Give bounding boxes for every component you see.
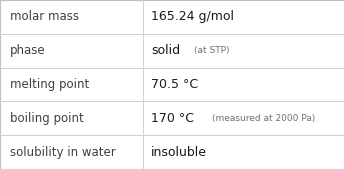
Text: 165.24 g/mol: 165.24 g/mol	[151, 10, 234, 23]
Text: solid: solid	[151, 44, 181, 57]
Text: 70.5 °C: 70.5 °C	[151, 78, 198, 91]
Text: (at STP): (at STP)	[194, 46, 229, 55]
Text: solubility in water: solubility in water	[10, 146, 116, 159]
Text: phase: phase	[10, 44, 46, 57]
Text: boiling point: boiling point	[10, 112, 84, 125]
Text: 170 °C: 170 °C	[151, 112, 194, 125]
Text: (measured at 2000 Pa): (measured at 2000 Pa)	[212, 114, 315, 123]
Text: melting point: melting point	[10, 78, 89, 91]
Text: molar mass: molar mass	[10, 10, 79, 23]
Text: insoluble: insoluble	[151, 146, 207, 159]
